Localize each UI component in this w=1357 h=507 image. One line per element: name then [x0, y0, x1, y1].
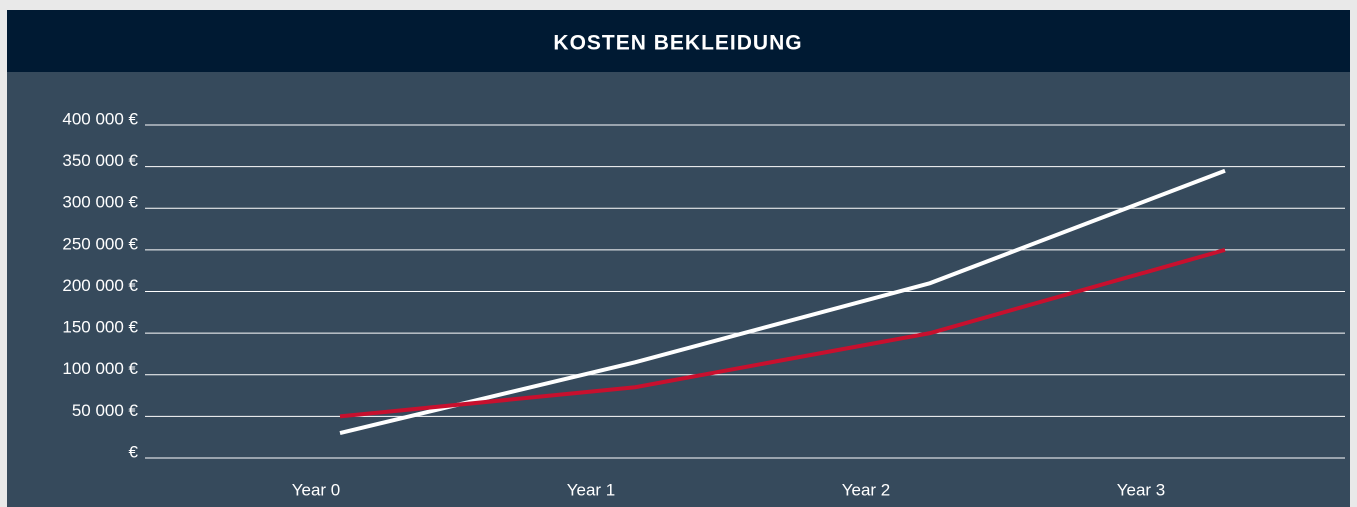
chart-title: KOSTEN BEKLEIDUNG	[553, 32, 802, 55]
y-tick-label: 100 000 €	[62, 359, 138, 378]
line-series	[339, 247, 1226, 419]
x-tick-label: Year 1	[567, 480, 616, 499]
header	[7, 10, 1350, 72]
line-series	[339, 168, 1226, 435]
x-tick-label: Year 3	[1117, 480, 1166, 499]
y-tick-label: 150 000 €	[62, 318, 138, 337]
y-tick-label: 300 000 €	[62, 193, 138, 212]
y-tick-label: 200 000 €	[62, 276, 138, 295]
y-tick-label: 50 000 €	[72, 401, 139, 420]
x-tick-label: Year 2	[842, 480, 891, 499]
y-tick-label: €	[129, 442, 139, 461]
x-tick-label: Year 0	[292, 480, 341, 499]
y-tick-label: 250 000 €	[62, 234, 138, 253]
y-tick-label: 350 000 €	[62, 151, 138, 170]
chart-panel	[7, 10, 1350, 507]
y-tick-label: 400 000 €	[62, 109, 138, 128]
